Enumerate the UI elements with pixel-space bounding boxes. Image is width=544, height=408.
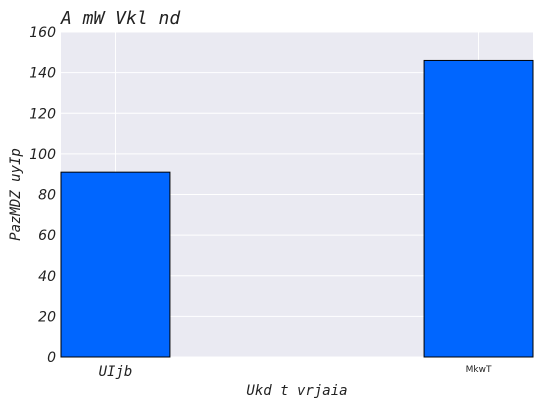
y-tick-label: 120 xyxy=(29,106,56,122)
y-tick-label: 0 xyxy=(47,350,56,366)
y-tick-label: 80 xyxy=(38,188,56,204)
y-tick-label: 140 xyxy=(29,66,56,82)
x-tick-label: MkwT xyxy=(466,365,492,375)
bars xyxy=(60,59,534,358)
bar-UIjb xyxy=(60,171,171,358)
y-tick-label: 60 xyxy=(38,228,56,244)
y-tick-labels: 0 20 40 60 80 100 120 140 160 xyxy=(29,25,56,366)
y-axis-label: PazMDZ uyIp xyxy=(8,148,24,241)
y-tick-label: 20 xyxy=(38,309,56,325)
chart-title: A mW Vkl nd xyxy=(60,8,181,29)
y-tick-label: 160 xyxy=(29,25,56,41)
x-axis-label: Ukd t vrjaia xyxy=(246,383,347,399)
bar-MkwT xyxy=(423,59,534,358)
y-tick-label: 40 xyxy=(38,269,56,285)
x-tick-label: UIjb xyxy=(99,364,133,380)
y-tick-label: 100 xyxy=(29,147,56,163)
x-tick-labels: UIjb MkwT xyxy=(99,364,492,380)
